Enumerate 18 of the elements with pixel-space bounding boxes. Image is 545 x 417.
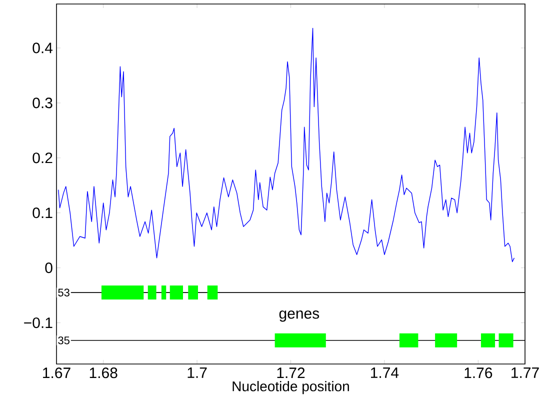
y-tick-label: −0.1 xyxy=(24,317,52,328)
annotation: genes xyxy=(279,310,320,322)
x-tick-label: 1.77 xyxy=(512,368,539,378)
x-tick-label: 1.7 xyxy=(188,368,207,378)
y-tick-label: 0 xyxy=(45,262,52,274)
x-tick-label: 1.72 xyxy=(277,368,305,378)
line-series xyxy=(58,28,515,262)
x-tick-label: 1.67 xyxy=(43,368,70,378)
annotation: 35 xyxy=(58,336,70,344)
y-tick-label: 0.2 xyxy=(32,152,52,164)
x-tick-label: 1.76 xyxy=(464,368,492,378)
y-tick-label: 0.1 xyxy=(32,208,52,218)
x-axis-title: Nucleotide position xyxy=(232,381,349,394)
x-tick-label: 1.68 xyxy=(90,368,118,378)
y-tick-label: 0.4 xyxy=(32,42,53,54)
x-tick-label: 1.74 xyxy=(371,368,399,378)
y-tick-label: 0.3 xyxy=(32,98,52,108)
annotation: 53 xyxy=(58,288,70,296)
